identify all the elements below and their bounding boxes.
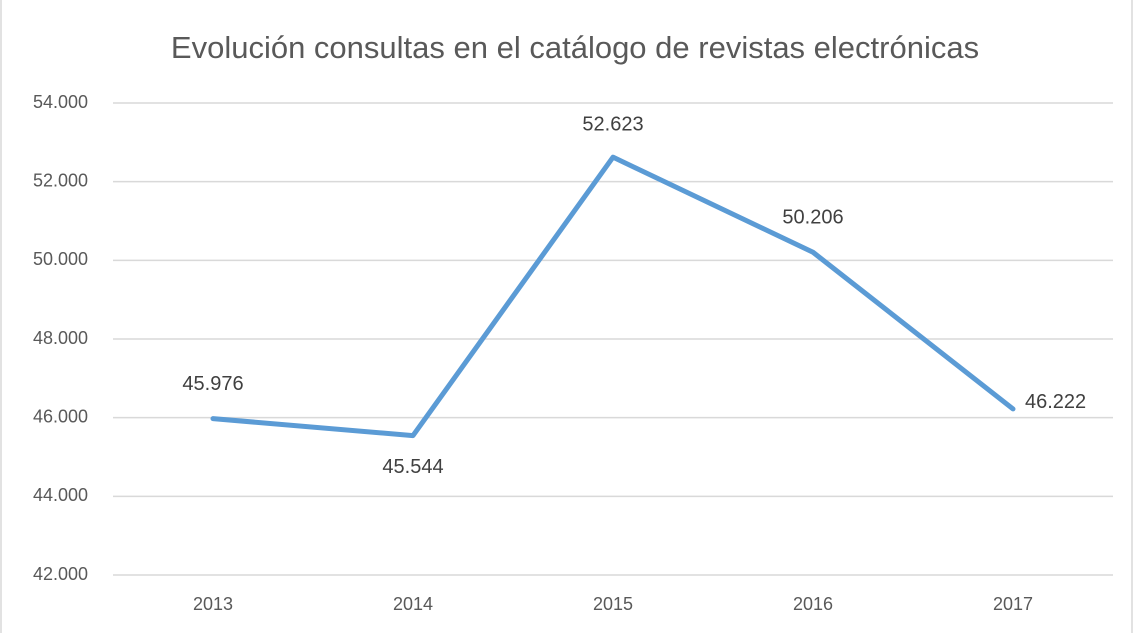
data-label: 45.544	[382, 456, 443, 478]
data-label: 50.206	[782, 207, 843, 229]
chart-title: Evolución consultas en el catálogo de re…	[171, 30, 979, 65]
y-tick-label: 54.000	[33, 92, 88, 112]
y-tick-label: 50.000	[33, 249, 88, 269]
x-tick-label: 2015	[593, 594, 633, 614]
data-label: 45.976	[182, 373, 243, 395]
x-tick-label: 2016	[793, 594, 833, 614]
data-label: 52.623	[582, 113, 643, 135]
data-label: 46.222	[1025, 391, 1086, 413]
y-tick-label: 44.000	[33, 485, 88, 505]
x-tick-label: 2017	[993, 594, 1033, 614]
y-tick-label: 42.000	[33, 564, 88, 584]
y-tick-label: 48.000	[33, 328, 88, 348]
x-tick-label: 2013	[193, 594, 233, 614]
y-tick-label: 52.000	[33, 170, 88, 190]
y-tick-label: 46.000	[33, 406, 88, 426]
x-tick-label: 2014	[393, 594, 433, 614]
line-series	[210, 154, 1016, 439]
